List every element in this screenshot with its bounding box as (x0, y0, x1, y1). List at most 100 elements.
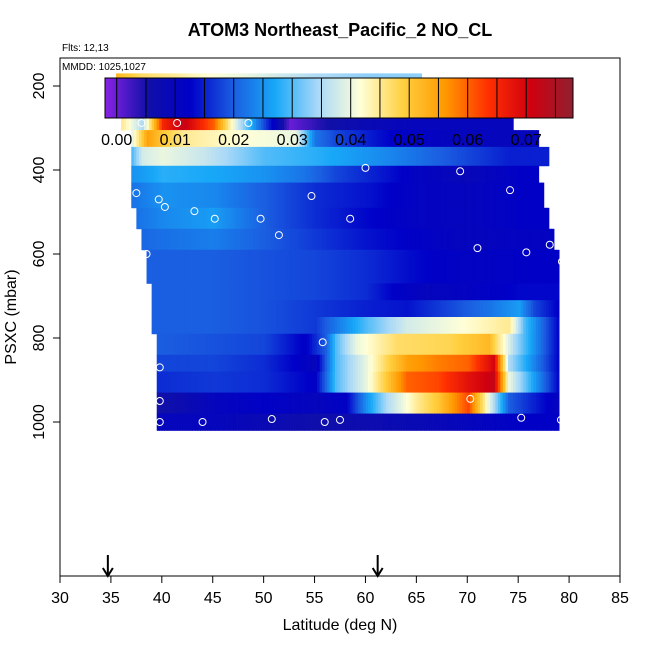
heatmap-cell (281, 317, 285, 335)
heatmap-cell (286, 354, 290, 372)
heatmap-cell (154, 228, 158, 251)
x-tick-label: 65 (407, 590, 425, 607)
heatmap-cell (289, 249, 293, 284)
heatmap-cell (538, 182, 542, 209)
heatmap-cell (543, 146, 547, 167)
heatmap-cell (243, 413, 247, 431)
heatmap-cell (212, 165, 216, 183)
heatmap-cell (317, 146, 321, 167)
heatmap-cell (156, 333, 160, 356)
heatmap-cell (434, 165, 438, 183)
heatmap-cell (515, 413, 519, 431)
heatmap-cell (314, 207, 318, 230)
heatmap-cell (401, 130, 405, 148)
heatmap-cell (347, 371, 351, 393)
heatmap-cell (278, 249, 283, 284)
heatmap-cell (332, 371, 336, 393)
heatmap-cell (215, 371, 219, 393)
heatmap-cell (556, 392, 560, 414)
heatmap-cell (360, 413, 364, 431)
heatmap-cell (166, 392, 171, 414)
heatmap-cell (495, 130, 499, 148)
colorbar-tick-label: 0.03 (277, 132, 308, 149)
heatmap-cell (357, 249, 361, 284)
heatmap-cell (523, 392, 527, 414)
heatmap-cell (548, 392, 552, 414)
heatmap-cell (256, 228, 260, 251)
heatmap-cell (304, 228, 308, 251)
heatmap-cell (350, 371, 354, 393)
heatmap-cell (385, 392, 389, 414)
heatmap-cell (327, 165, 331, 183)
heatmap-cell (459, 182, 463, 209)
heatmap-cell (235, 130, 239, 148)
heatmap-cell (528, 392, 532, 414)
heatmap-cell (378, 165, 382, 183)
heatmap-cell (513, 165, 517, 183)
heatmap-cell (263, 300, 267, 318)
heatmap-cell (253, 300, 257, 318)
heatmap-cell (436, 317, 440, 335)
heatmap-cell (276, 300, 280, 318)
heatmap-cell (138, 111, 143, 131)
heatmap-cell (482, 249, 486, 284)
heatmap-cell (291, 228, 295, 251)
heatmap-cell (233, 146, 237, 167)
heatmap-cell (253, 354, 257, 372)
heatmap-cell (159, 354, 163, 372)
heatmap-cell (342, 392, 346, 414)
heatmap-cell (416, 182, 420, 209)
heatmap-cell (467, 228, 471, 251)
heatmap-cell (340, 413, 344, 431)
heatmap-cell (327, 249, 331, 284)
heatmap-cell (536, 300, 540, 318)
heatmap-cell (182, 317, 186, 335)
heatmap-cell (184, 130, 188, 148)
heatmap-cell (184, 182, 188, 209)
heatmap-cell (240, 111, 244, 131)
heatmap-cell (378, 333, 382, 356)
heatmap-cell (301, 182, 305, 209)
heatmap-cell (312, 354, 316, 372)
heatmap-cell (510, 354, 514, 372)
heatmap-cell (243, 354, 247, 372)
heatmap-cell (220, 228, 224, 251)
heatmap-cell (154, 130, 158, 148)
heatmap-cell (464, 317, 468, 335)
heatmap-cell (360, 207, 364, 230)
heatmap-cell (398, 333, 402, 356)
heatmap-cell (174, 130, 178, 148)
heatmap-cell (528, 317, 532, 335)
heatmap-cell (253, 111, 257, 131)
heatmap-cell (332, 392, 336, 414)
heatmap-cell (324, 228, 328, 251)
heatmap-cell (474, 146, 479, 167)
heatmap-cell (487, 371, 491, 393)
heatmap-cell (396, 392, 400, 414)
chart-title: ATOM3 Northeast_Pacific_2 NO_CL (188, 20, 492, 40)
heatmap-cell (294, 111, 298, 131)
heatmap-cell (380, 249, 384, 284)
heatmap-cell (477, 146, 481, 167)
heatmap-cell (205, 354, 209, 372)
heatmap-cell (360, 392, 364, 414)
heatmap-cell (553, 317, 557, 335)
heatmap-cell (146, 165, 150, 183)
heatmap-cell (457, 354, 461, 372)
heatmap-cell (177, 392, 181, 414)
heatmap-cell (329, 165, 333, 183)
heatmap-cell (452, 283, 456, 301)
heatmap-cell (327, 283, 331, 301)
heatmap-cell (156, 392, 160, 414)
heatmap-cell (327, 371, 331, 393)
heatmap-cell (413, 111, 417, 131)
heatmap-cell (441, 333, 445, 356)
heatmap-cell (289, 165, 293, 183)
heatmap-cell (235, 146, 239, 167)
heatmap-cell (480, 371, 484, 393)
heatmap-cell (156, 371, 160, 393)
heatmap-cell (444, 249, 448, 284)
heatmap-cell (515, 130, 519, 148)
heatmap-cell (352, 354, 356, 372)
heatmap-cell (464, 249, 468, 284)
